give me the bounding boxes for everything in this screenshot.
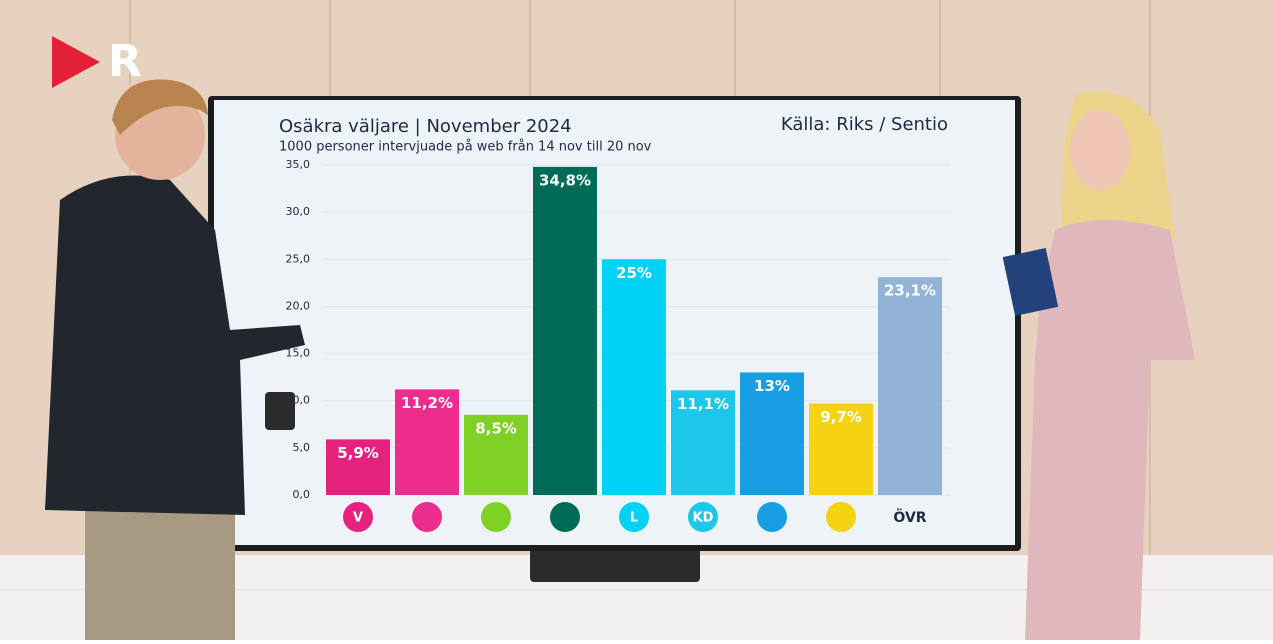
x-tick-label: V bbox=[353, 511, 363, 526]
chart-title: Osäkra väljare | November 2024 bbox=[279, 116, 572, 137]
bar bbox=[464, 414, 528, 495]
x-tick-label: ÖVR bbox=[893, 508, 926, 526]
party-logo bbox=[343, 502, 373, 532]
value-label: 9,7% bbox=[820, 408, 862, 426]
bar bbox=[533, 166, 597, 495]
chart-subtitle: 1000 personer intervjuade på web från 14… bbox=[279, 140, 652, 155]
bar bbox=[878, 277, 942, 495]
value-label: 11,1% bbox=[677, 395, 729, 413]
x-tick-label: L bbox=[630, 511, 638, 526]
tv-stand bbox=[530, 548, 700, 582]
bar bbox=[602, 259, 666, 495]
brand-letter: R bbox=[108, 36, 142, 87]
y-tick-label: 5,0 bbox=[293, 441, 311, 454]
value-label: 23,1% bbox=[884, 282, 936, 300]
party-logo bbox=[826, 502, 856, 532]
y-tick-label: 30,0 bbox=[286, 205, 311, 218]
bar bbox=[809, 403, 873, 495]
chart-source: Källa: Riks / Sentio bbox=[781, 114, 948, 135]
y-tick-label: 15,0 bbox=[286, 347, 311, 360]
y-tick-label: 35,0 bbox=[286, 158, 311, 171]
y-tick-label: 0,0 bbox=[293, 488, 311, 501]
party-logo bbox=[412, 502, 442, 532]
value-label: 13% bbox=[754, 377, 790, 395]
value-label: 11,2% bbox=[401, 394, 453, 412]
value-label: 25% bbox=[616, 264, 652, 282]
party-logo bbox=[688, 502, 718, 532]
value-label: 34,8% bbox=[539, 171, 591, 189]
y-tick-label: 25,0 bbox=[286, 252, 311, 265]
y-tick-label: 20,0 bbox=[286, 299, 311, 312]
value-label: 5,9% bbox=[337, 444, 379, 462]
party-logo bbox=[619, 502, 649, 532]
party-logo bbox=[481, 502, 511, 532]
party-logo bbox=[550, 502, 580, 532]
bar bbox=[671, 390, 735, 495]
x-tick-label: KD bbox=[693, 511, 714, 526]
bar-chart: 0,05,010,015,020,025,030,035,05,9%V11,2%… bbox=[286, 158, 950, 532]
bar bbox=[326, 439, 390, 495]
brand-play-icon bbox=[52, 36, 100, 88]
party-logo bbox=[757, 502, 787, 532]
presenter-woman bbox=[1002, 91, 1195, 640]
value-label: 8,5% bbox=[475, 419, 517, 437]
presenter-man bbox=[45, 79, 305, 640]
bar bbox=[740, 372, 804, 495]
bar bbox=[395, 389, 459, 495]
